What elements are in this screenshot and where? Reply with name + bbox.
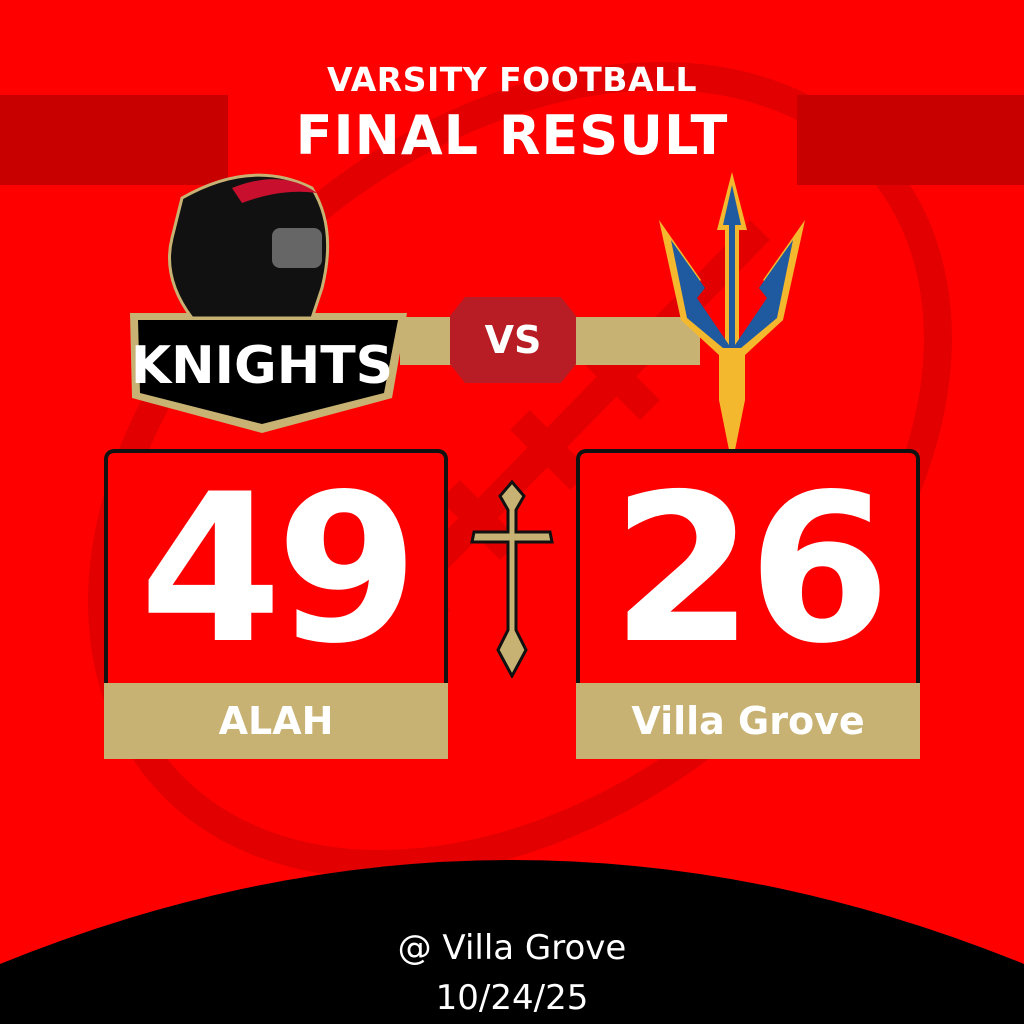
home-score: 49 (139, 451, 418, 689)
left-banner-stripe (0, 95, 228, 185)
villa-grove-trident-logo (659, 172, 805, 465)
away-score-card: 26 Villa Grove (576, 449, 920, 759)
alah-knights-logo: KNIGHTS (130, 173, 407, 433)
right-banner-stripe (797, 95, 1024, 185)
game-date: 10/24/25 (435, 978, 589, 1018)
vs-badge: VS (450, 297, 576, 383)
subtitle: VARSITY FOOTBALL (326, 60, 698, 99)
away-score: 26 (611, 451, 890, 689)
svg-text:KNIGHTS: KNIGHTS (131, 336, 393, 396)
footer-arc (0, 860, 1024, 1024)
sword-icon (470, 480, 554, 678)
home-score-card: 49 ALAH (104, 449, 448, 759)
venue-text: @ Villa Grove (397, 928, 627, 968)
home-team-name: ALAH (104, 683, 448, 759)
page-title: FINAL RESULT (295, 104, 729, 167)
away-team-name: Villa Grove (576, 683, 920, 759)
